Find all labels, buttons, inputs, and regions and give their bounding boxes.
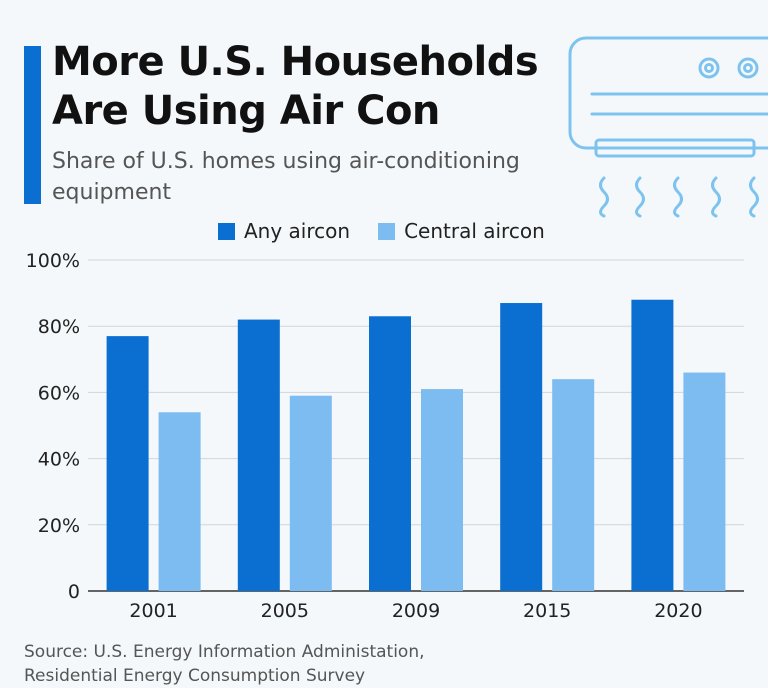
chart-title-line-1: More U.S. Households (52, 39, 539, 85)
bar-any-aircon (631, 299, 674, 591)
chart-legend: Any aircon Central aircon (218, 219, 573, 243)
y-tick-label: 100% (26, 250, 80, 272)
legend-item-central-aircon: Central aircon (378, 219, 545, 243)
x-tick-label: 2005 (261, 600, 309, 622)
source-note: Source: U.S. Energy Information Administ… (24, 640, 425, 688)
bar-central-aircon (421, 389, 463, 591)
legend-swatch-any-aircon (218, 222, 235, 240)
y-tick-label: 80% (38, 316, 80, 338)
bar-any-aircon (369, 316, 411, 591)
legend-item-any-aircon: Any aircon (218, 219, 350, 243)
y-tick-label: 60% (38, 382, 80, 404)
y-tick-label: 20% (38, 515, 80, 537)
chart-subtitle: Share of U.S. homes using air-conditioni… (52, 149, 520, 205)
chart-title: More U.S. Households Are Using Air Con (52, 38, 539, 136)
title-accent-bar (24, 46, 41, 204)
y-tick-label: 40% (38, 449, 80, 471)
bar-chart: 0 20% 40% 60% 80% 100% 2001 2005 2009 2015 2020 (26, 250, 744, 622)
bar-central-aircon (552, 379, 595, 591)
legend-label-any-aircon: Any aircon (244, 219, 351, 243)
legend-swatch-central-aircon (378, 222, 396, 240)
bar-any-aircon (106, 336, 149, 591)
chart-title-line-2: Are Using Air Con (52, 88, 440, 134)
bar-central-aircon (289, 395, 332, 591)
x-tick-label: 2015 (523, 600, 571, 622)
bar-any-aircon (237, 319, 280, 591)
bar-central-aircon (158, 412, 201, 591)
bar-any-aircon (500, 303, 543, 591)
x-tick-label: 2001 (129, 600, 177, 622)
bar-central-aircon (683, 372, 726, 591)
x-tick-label: 2009 (392, 600, 440, 622)
air-conditioner-icon (568, 36, 768, 218)
y-tick-label: 0 (68, 581, 80, 603)
x-tick-label: 2020 (654, 600, 702, 622)
legend-label-central-aircon: Central aircon (404, 219, 545, 243)
source-line-2: Residential Energy Consumption Survey (24, 666, 366, 686)
source-line-1: Source: U.S. Energy Information Administ… (24, 642, 425, 662)
